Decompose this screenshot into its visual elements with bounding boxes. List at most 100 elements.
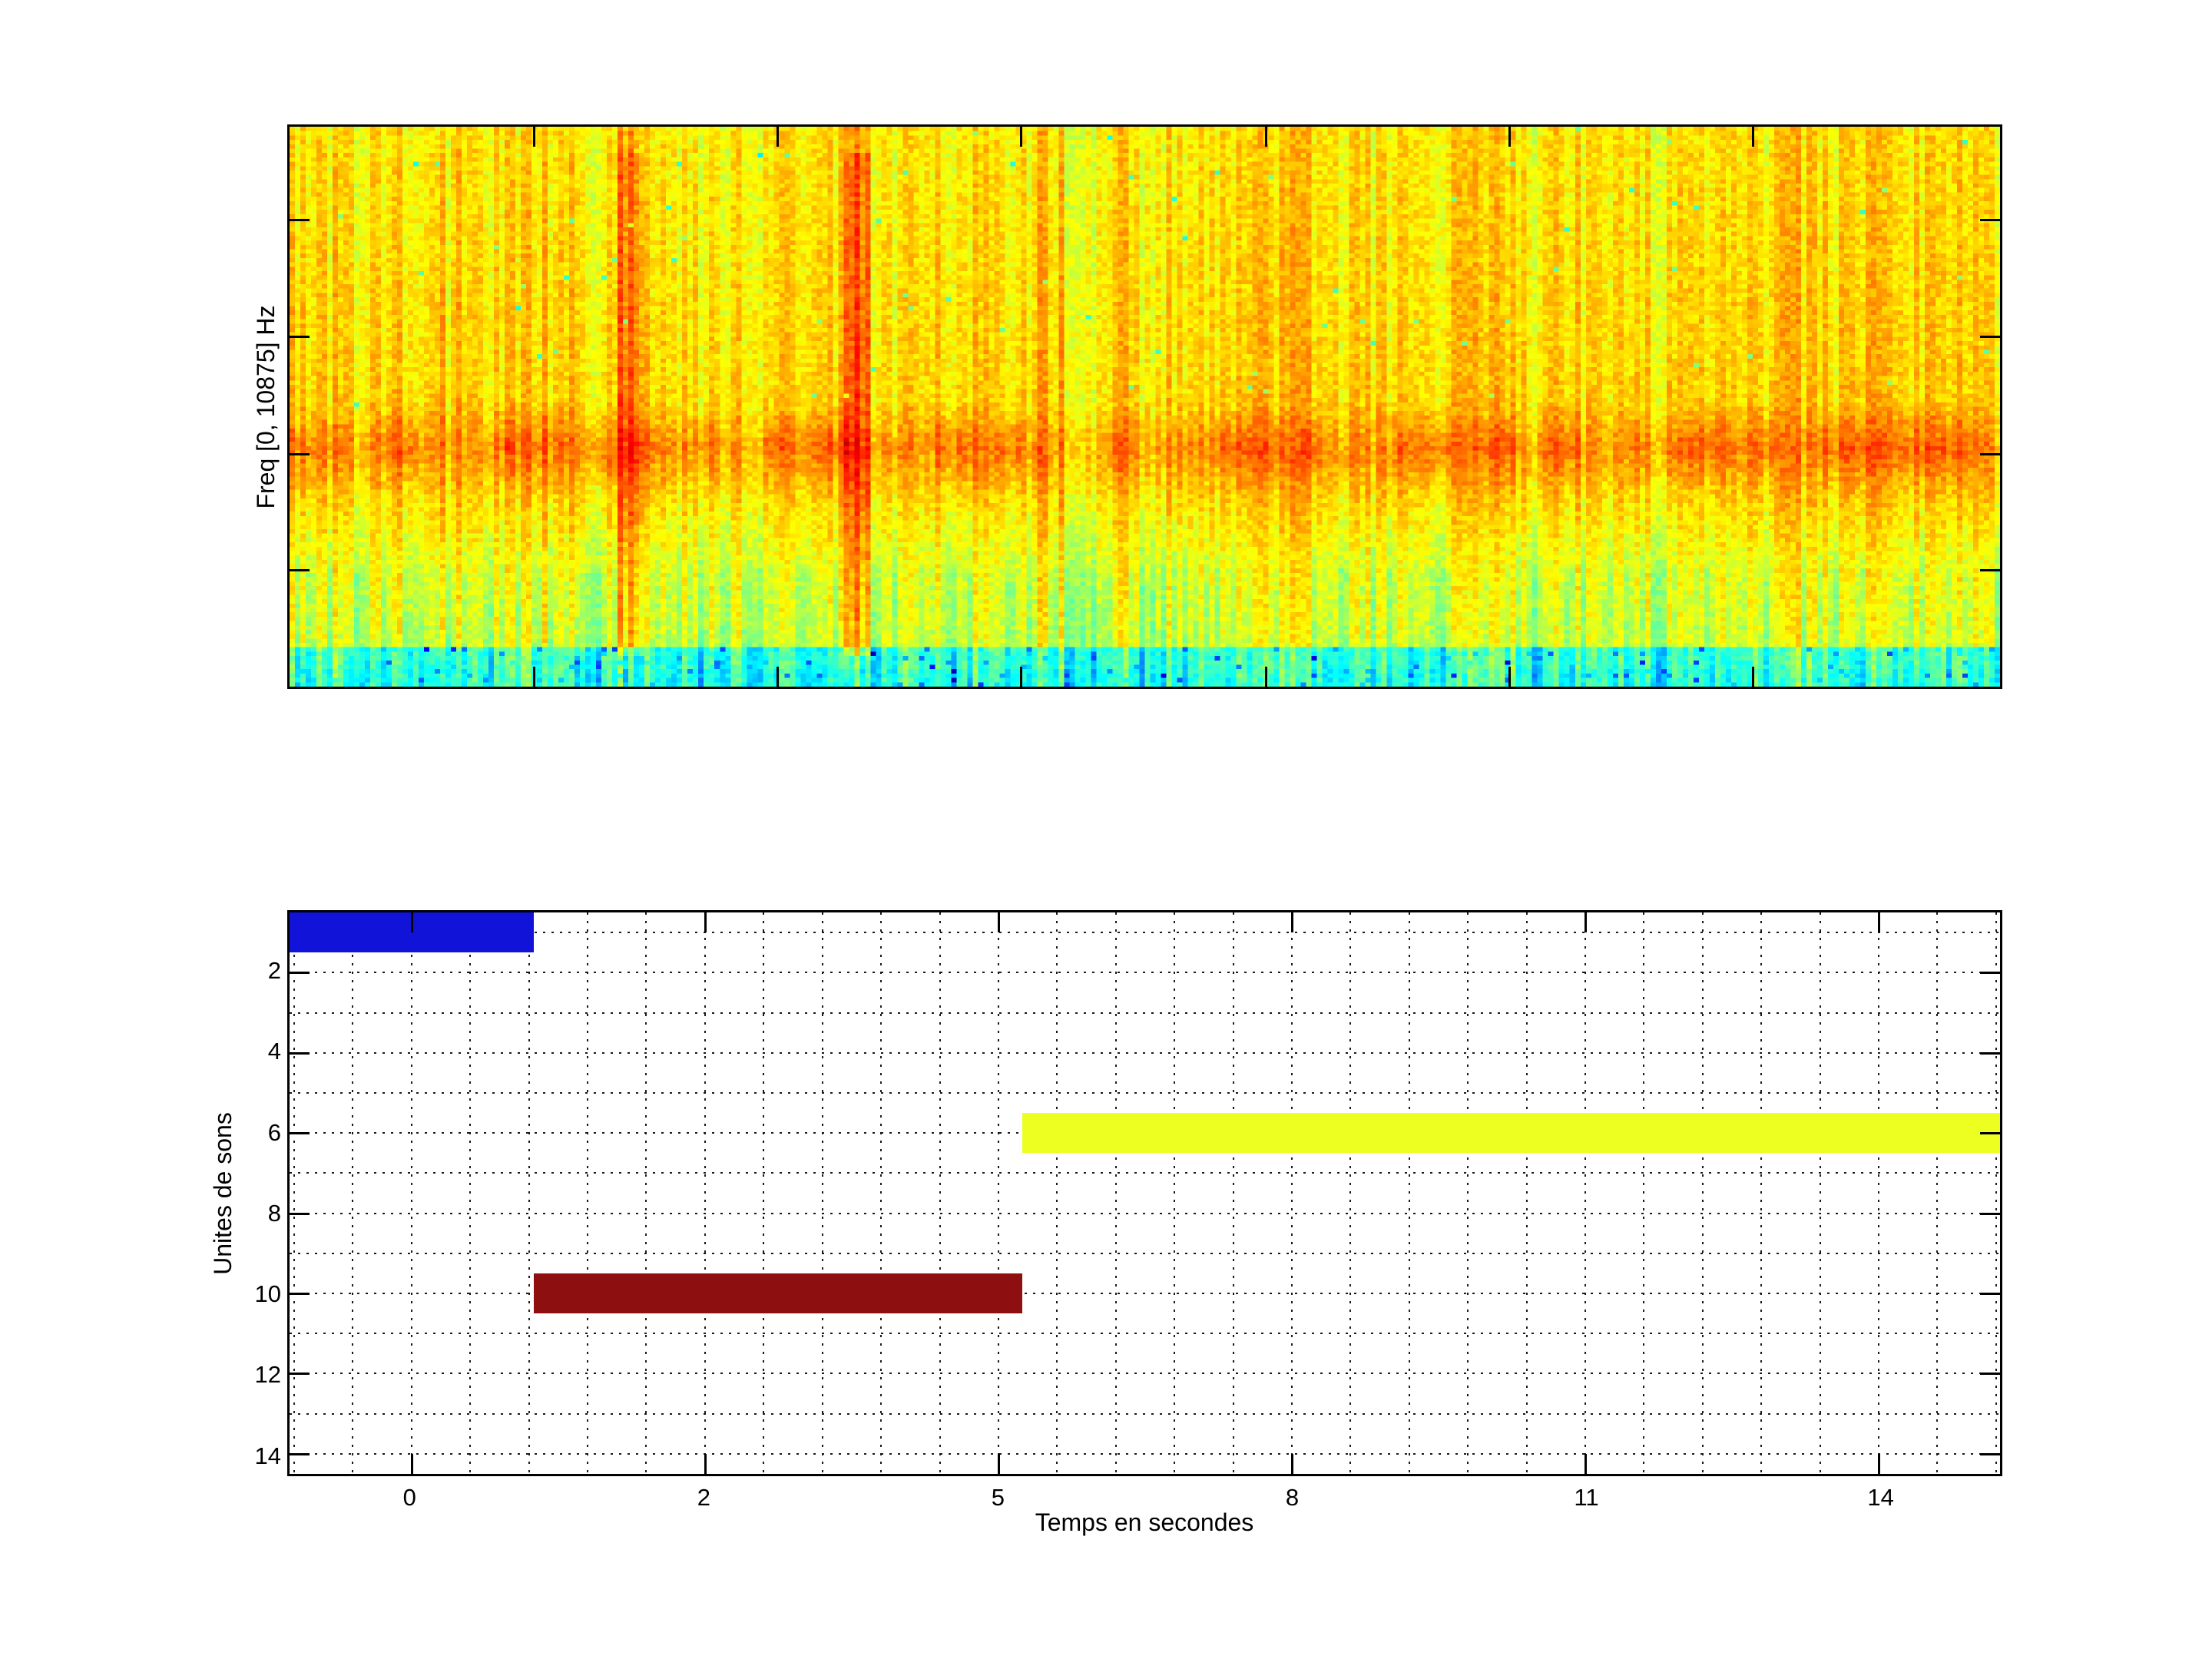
v-gridline bbox=[939, 912, 941, 1474]
h-gridline bbox=[290, 1051, 2000, 1054]
y-major-tick bbox=[290, 1132, 310, 1135]
x-tick-label: 14 bbox=[1867, 1484, 1894, 1511]
v-gridline bbox=[763, 912, 765, 1474]
spectrogram-y-tick bbox=[290, 219, 310, 221]
h-gridline bbox=[290, 1012, 2000, 1014]
v-gridline bbox=[1525, 912, 1528, 1474]
spectrogram-x-tick bbox=[1508, 127, 1511, 147]
units-chart-plot bbox=[287, 910, 2002, 1476]
units-chart-xlabel: Temps en secondes bbox=[1035, 1508, 1254, 1536]
spectrogram-plot bbox=[287, 124, 2002, 689]
spectrogram-x-tick bbox=[777, 667, 780, 687]
spectrogram-x-tick bbox=[1508, 667, 1511, 687]
spectrogram-x-tick bbox=[1264, 127, 1267, 147]
x-tick-label: 2 bbox=[697, 1484, 711, 1511]
y-major-tick bbox=[290, 1373, 310, 1376]
v-gridline bbox=[1056, 912, 1058, 1474]
spectrogram-y-tick bbox=[1980, 335, 2000, 338]
v-gridline bbox=[1936, 912, 1939, 1474]
spectrogram-x-tick bbox=[1751, 127, 1754, 147]
spectrogram-x-tick bbox=[1264, 667, 1267, 687]
v-gridline bbox=[1819, 912, 1821, 1474]
v-gridline bbox=[1995, 912, 1997, 1474]
v-gridline bbox=[1760, 912, 1763, 1474]
spectrogram-y-tick bbox=[1980, 219, 2000, 221]
x-major-tick bbox=[1584, 912, 1587, 932]
v-gridline bbox=[293, 912, 295, 1474]
spectrogram-x-tick bbox=[1751, 667, 1754, 687]
h-gridline bbox=[290, 972, 2000, 974]
spectrogram-x-tick bbox=[533, 667, 536, 687]
y-tick-label: 4 bbox=[267, 1038, 281, 1065]
x-tick-label: 5 bbox=[991, 1484, 1005, 1511]
x-major-tick bbox=[704, 1454, 707, 1474]
v-gridline bbox=[528, 912, 530, 1474]
v-gridline bbox=[821, 912, 823, 1474]
y-major-tick bbox=[290, 972, 310, 975]
v-gridline bbox=[469, 912, 472, 1474]
h-gridline bbox=[290, 1293, 2000, 1295]
x-major-tick bbox=[1291, 1454, 1294, 1474]
y-major-tick bbox=[1980, 1132, 2000, 1135]
spectrogram-y-tick bbox=[290, 569, 310, 572]
x-major-tick bbox=[410, 912, 413, 932]
y-major-tick bbox=[1980, 1293, 2000, 1296]
x-major-tick bbox=[997, 912, 1000, 932]
h-gridline bbox=[290, 1412, 2000, 1415]
x-tick-label: 8 bbox=[1285, 1484, 1300, 1511]
x-major-tick bbox=[1584, 1454, 1587, 1474]
y-major-tick bbox=[1980, 1452, 2000, 1455]
y-major-tick bbox=[1980, 1373, 2000, 1376]
y-tick-label: 10 bbox=[254, 1280, 281, 1308]
spectrogram-x-tick bbox=[1020, 127, 1023, 147]
v-gridline bbox=[1290, 912, 1293, 1474]
y-major-tick bbox=[1980, 1051, 2000, 1055]
h-gridline bbox=[290, 1212, 2000, 1214]
h-gridline bbox=[290, 1172, 2000, 1174]
v-gridline bbox=[1643, 912, 1645, 1474]
v-gridline bbox=[997, 912, 999, 1474]
h-gridline bbox=[290, 1333, 2000, 1335]
x-major-tick bbox=[1291, 912, 1294, 932]
v-gridline bbox=[1232, 912, 1234, 1474]
v-gridline bbox=[1114, 912, 1117, 1474]
y-major-tick bbox=[290, 1212, 310, 1215]
y-tick-label: 14 bbox=[254, 1442, 281, 1469]
y-major-tick bbox=[1980, 972, 2000, 975]
v-gridline bbox=[1174, 912, 1176, 1474]
y-tick-label: 2 bbox=[267, 956, 281, 984]
spectrogram-y-tick bbox=[290, 335, 310, 338]
v-gridline bbox=[704, 912, 706, 1474]
x-tick-label: 11 bbox=[1574, 1484, 1599, 1511]
spectrogram-y-tick bbox=[1980, 452, 2000, 455]
v-gridline bbox=[645, 912, 647, 1474]
v-gridline bbox=[352, 912, 354, 1474]
v-gridline bbox=[1584, 912, 1586, 1474]
y-tick-label: 8 bbox=[267, 1199, 281, 1227]
x-major-tick bbox=[410, 1454, 413, 1474]
h-gridline bbox=[290, 1373, 2000, 1375]
v-gridline bbox=[1349, 912, 1352, 1474]
y-major-tick bbox=[1980, 1212, 2000, 1215]
x-major-tick bbox=[1878, 1454, 1881, 1474]
h-gridline bbox=[290, 1091, 2000, 1094]
x-major-tick bbox=[997, 1454, 1000, 1474]
v-gridline bbox=[1467, 912, 1469, 1474]
y-major-tick bbox=[290, 1452, 310, 1455]
spectrogram-ylabel: Freq [0, 10875] Hz bbox=[252, 305, 280, 509]
spectrogram-y-tick bbox=[1980, 569, 2000, 572]
x-tick-label: 0 bbox=[402, 1484, 416, 1511]
y-major-tick bbox=[290, 1051, 310, 1055]
x-major-tick bbox=[704, 912, 707, 932]
spectrogram-x-tick bbox=[533, 127, 536, 147]
y-tick-label: 6 bbox=[267, 1118, 281, 1146]
y-tick-label: 12 bbox=[254, 1361, 281, 1389]
spectrogram-y-tick bbox=[290, 452, 310, 455]
v-gridline bbox=[1408, 912, 1410, 1474]
v-gridline bbox=[880, 912, 882, 1474]
x-major-tick bbox=[1878, 912, 1881, 932]
h-gridline bbox=[290, 1252, 2000, 1254]
h-gridline bbox=[290, 932, 2000, 934]
spectrogram-x-tick bbox=[777, 127, 780, 147]
